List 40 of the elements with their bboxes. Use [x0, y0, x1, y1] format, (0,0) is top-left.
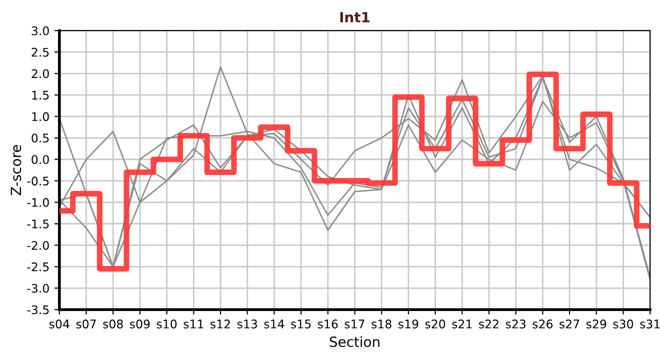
x-tick-label: s31	[640, 320, 660, 328]
x-tick-label: s30	[613, 320, 634, 328]
x-tick-label: s18	[372, 320, 392, 328]
x-tick-label: s04	[49, 320, 70, 328]
x-tick-label: s11	[184, 320, 204, 328]
x-tick-label: s10	[156, 320, 177, 328]
y-tick-label: -1.0	[27, 198, 49, 207]
x-tick-label: s17	[344, 320, 364, 328]
x-tick-label: s27	[560, 320, 580, 328]
y-tick-label: 1.5	[32, 90, 49, 100]
y-tick-label: 1.0	[32, 112, 49, 122]
x-tick-label: s21	[452, 320, 472, 328]
x-tick-label: s20	[425, 320, 446, 328]
x-tick-label: s19	[398, 320, 418, 328]
y-tick-label: -0.5	[27, 176, 49, 186]
y-tick-label: 0.0	[32, 155, 49, 164]
y-tick-label: 0.5	[32, 134, 49, 143]
x-tick-label: s23	[506, 320, 526, 328]
y-tick-label: 2.0	[32, 69, 49, 78]
x-axis-title: Section	[330, 336, 380, 348]
x-tick-label: s14	[264, 320, 284, 328]
x-tick-label: s15	[291, 320, 311, 328]
x-tick-label: s12	[210, 320, 230, 328]
x-tick-label: s09	[130, 320, 150, 328]
y-tick-label: -2.0	[27, 240, 49, 250]
x-tick-label: s16	[318, 320, 338, 328]
x-tick-label: s13	[237, 320, 257, 328]
y-tick-label: 2.5	[32, 48, 49, 57]
x-tick-label: s07	[76, 320, 96, 328]
y-tick-label: 3.0	[32, 26, 49, 36]
y-tick-label: -1.5	[27, 220, 49, 228]
y-axis-title: Z-score	[10, 145, 22, 196]
chart-title: Int1	[340, 12, 370, 22]
x-tick-label: s22	[479, 320, 498, 328]
x-tick-label: s26	[532, 320, 553, 328]
x-tick-label: s08	[103, 320, 123, 328]
y-tick-label: -3.5	[27, 305, 49, 314]
y-tick-label: -2.5	[27, 262, 49, 272]
x-tick-label: s29	[586, 320, 606, 328]
y-tick-label: -3.0	[27, 284, 49, 293]
